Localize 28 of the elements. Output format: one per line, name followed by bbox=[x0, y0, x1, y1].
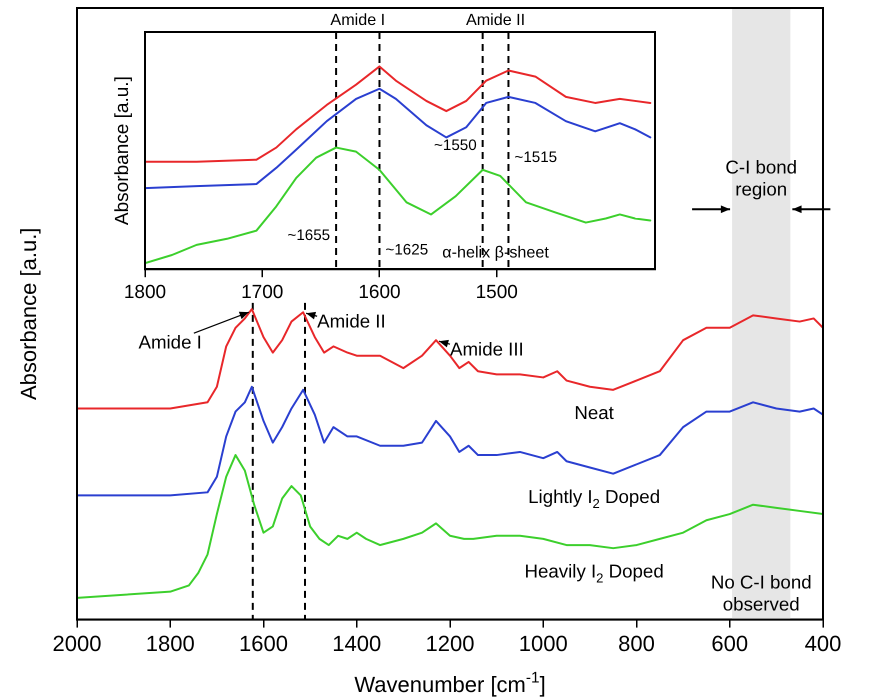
x-tick-label: 1400 bbox=[332, 630, 382, 656]
annotation: Amide I bbox=[138, 331, 202, 352]
annotation: ~1515 bbox=[514, 148, 558, 166]
x-tick-label: 1800 bbox=[124, 282, 166, 303]
annotation: ~1625 bbox=[385, 241, 428, 258]
x-tick-label: 1500 bbox=[476, 282, 518, 303]
x-tick-label: 1000 bbox=[518, 630, 568, 656]
x-tick-label: 1600 bbox=[358, 282, 401, 303]
annotation: ~1550 bbox=[434, 137, 477, 154]
series-label: Neat bbox=[574, 402, 615, 424]
text: Amide II bbox=[466, 11, 526, 30]
annotation: α-helix β-sheet bbox=[442, 244, 550, 262]
x-tick-label: 1800 bbox=[146, 630, 195, 656]
text: Amide I bbox=[330, 11, 386, 30]
y-axis-title: Absorbance [a.u.] bbox=[112, 76, 134, 226]
band-label: C-I bond region bbox=[725, 156, 798, 200]
x-tick-label: 1600 bbox=[239, 630, 288, 656]
annotation: Amide II bbox=[317, 310, 386, 332]
x-tick-label: 600 bbox=[711, 630, 748, 656]
annotation: ~1655 bbox=[287, 227, 330, 244]
x-tick-label: 1200 bbox=[426, 630, 474, 656]
y-axis-title: Absorbance [a.u.] bbox=[16, 228, 42, 400]
x-tick-label: 2000 bbox=[52, 630, 102, 656]
annotation: Amide III bbox=[450, 338, 524, 360]
x-tick-label: 1700 bbox=[241, 282, 284, 303]
x-tick-label: 400 bbox=[804, 630, 842, 656]
annotation: No C-I bond observed bbox=[710, 572, 812, 615]
x-tick-label: 800 bbox=[618, 630, 655, 656]
